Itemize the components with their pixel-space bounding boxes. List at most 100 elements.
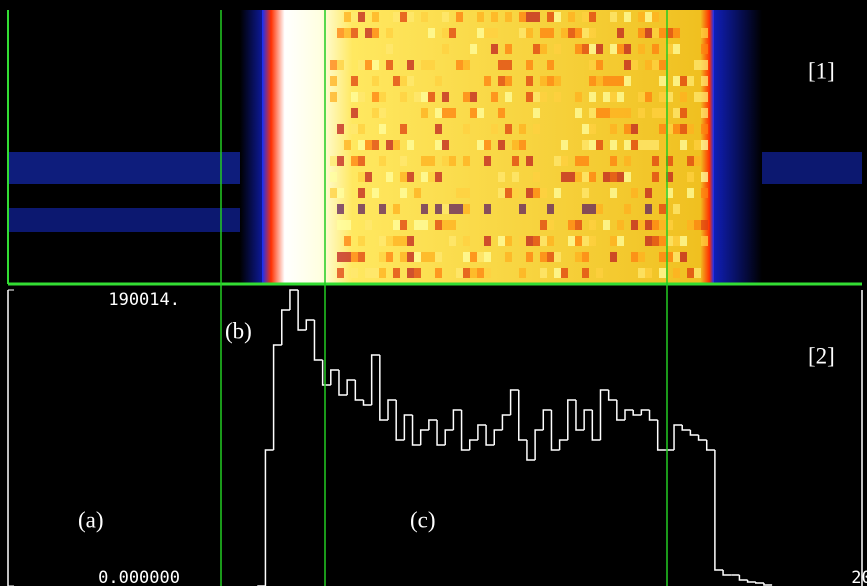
spectrogram-cell [575,172,582,182]
spectrogram-cell [582,204,589,214]
spectrogram-cell [575,44,582,54]
spectrogram-cell [582,156,589,166]
spectrogram-cell [386,236,393,246]
spectrogram-cell [512,172,519,182]
histogram-step [379,354,389,421]
spectrogram-cell [393,204,400,214]
histogram-step [575,399,585,431]
spectrogram-cell [484,140,491,150]
spectrogram-cell [610,108,617,118]
spectrogram-cell [505,44,512,54]
spectrogram-cell [631,140,638,150]
spectrogram-cell [449,220,456,230]
spectrogram-cell [624,60,631,70]
spectrogram-cell [617,108,624,118]
spectrogram-cell [701,76,708,86]
spectrogram-cell [540,92,547,102]
spectrogram-cell [358,204,365,214]
spectrogram-cell [400,220,407,230]
histogram-step [624,409,634,420]
spectrogram-cell [694,268,701,278]
spectrogram-cell [659,252,666,262]
spectrogram-cell [687,156,694,166]
spectrogram-cell [337,124,344,134]
spectrogram-cell [610,236,617,246]
histogram-step [599,389,609,440]
panel-label: [1] [808,58,835,83]
spectrogram-cell [393,236,400,246]
spectrogram-cell [554,92,561,102]
spectrogram-cell [400,236,407,246]
spectrogram-cell [554,252,561,262]
spectrogram-cell [400,156,407,166]
spectrogram-cell [680,76,687,86]
spectrogram-cell [484,236,491,246]
spectrogram-cell [435,172,442,182]
spectrogram-cell [407,172,414,182]
spectrogram-cell [652,140,659,150]
spectrogram-cell [638,268,645,278]
spectrogram-cell [358,60,365,70]
spectrogram-cell [603,108,610,118]
spectrogram-cell [533,236,540,246]
spectrogram-cell [701,172,708,182]
spectrogram-cell [393,140,400,150]
spectrogram-cell [344,28,351,38]
spectrogram-cell [659,76,666,86]
spectrogram-cell [365,172,372,182]
spectrogram-cell [351,268,358,278]
spectrogram-cell [337,220,344,230]
spectrogram-cell [687,188,694,198]
spectrogram-cell [484,28,491,38]
spectrogram-cell [680,92,687,102]
spectrogram-cell [456,60,463,70]
spectrogram-cell [666,28,673,38]
histogram-step [387,399,397,420]
spectrogram-cell [610,12,617,22]
spectrogram-cell [673,108,680,118]
spectrogram-cell [463,156,470,166]
spectrogram-cell [372,12,379,22]
spectrogram-cell [666,188,673,198]
spectrogram-cell [435,76,442,86]
spectrogram-cell [330,92,337,102]
spectrogram-cell [617,236,624,246]
spectrogram-cell [351,156,358,166]
spectrogram-cell [442,204,449,214]
spectrogram-cell [386,172,393,182]
spectrogram-cell [442,108,449,118]
spectrogram-cell [575,252,582,262]
spectrogram-cell [526,60,533,70]
spectrogram-cell [358,92,365,102]
spectrogram-cell [414,268,421,278]
spectrogram-cell [701,44,708,54]
spectrogram-cell [666,236,673,246]
histogram-step [468,439,478,450]
spectrogram-cell [470,92,477,102]
band [8,208,262,232]
spectrogram-cell [659,268,666,278]
spectrogram-cell [547,12,554,22]
spectrogram-cell [701,28,708,38]
histogram-step [305,319,315,330]
spectrogram-cell [463,188,470,198]
edge-glow [712,10,762,284]
spectrogram-cell [582,124,589,134]
spectrogram-cell [435,268,442,278]
spectrogram-cell [624,156,631,166]
spectrogram-cell [603,220,610,230]
spectrogram-cell [659,108,666,118]
plot: 190014. 0.000000 209 [7,289,867,586]
spectrogram-cell [645,220,652,230]
spectrogram-cell [463,92,470,102]
spectrogram-cell [463,204,470,214]
spectrogram-cell [582,188,589,198]
spectrogram-cell [624,108,631,118]
spectrogram-cell [379,108,386,118]
histogram-step [354,379,364,401]
spectrogram-cell [428,92,435,102]
spectrogram-cell [701,92,708,102]
spectrogram-cell [673,76,680,86]
spectrogram-cell [673,236,680,246]
spectrogram-cell [666,44,673,54]
